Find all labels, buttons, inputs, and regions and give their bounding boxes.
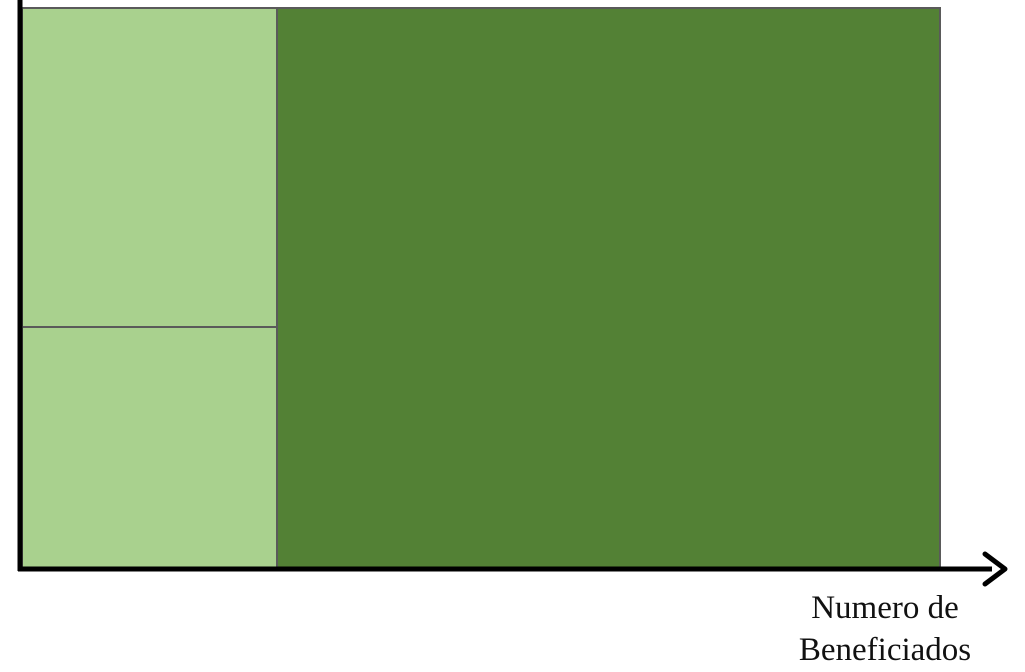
x-axis-label-line-2: Beneficiados	[798, 632, 972, 668]
right-region	[276, 7, 941, 570]
left-upper-region	[21, 7, 278, 328]
x-axis-label-line-1: Numero de	[811, 590, 959, 626]
left-lower-region	[21, 326, 278, 570]
x-axis-arrowhead	[982, 551, 1008, 587]
